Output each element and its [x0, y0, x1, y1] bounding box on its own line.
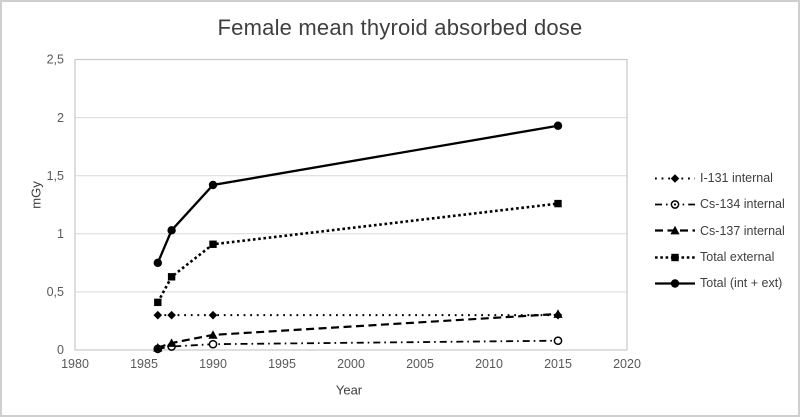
legend-item-cs-134-internal: Cs-134 internal — [654, 191, 785, 217]
x-tick-label: 2010 — [475, 357, 503, 371]
marker-total-int-ext — [553, 121, 563, 130]
marker-i-131-internal — [208, 310, 218, 320]
marker-cs-137-internal — [167, 338, 177, 347]
legend-label: Total external — [700, 250, 775, 265]
x-tick-label: 2005 — [406, 357, 434, 371]
legend: I-131 internal Cs-134 internal Cs-137 inte… — [654, 165, 785, 296]
plot-border — [74, 58, 628, 351]
marker-total-int-ext — [153, 258, 162, 268]
series-line-cs-134-internal — [157, 339, 559, 350]
marker-total-int-ext — [167, 226, 176, 235]
marker-i-131-internal — [167, 310, 176, 320]
x-tick-label: 1985 — [130, 357, 158, 371]
legend-marker-total-external-icon — [655, 253, 695, 261]
series-line-total-int-ext — [156, 124, 559, 264]
chart-title: Female mean thyroid absorbed dose — [217, 15, 583, 40]
series-line-cs-137-internal — [157, 312, 559, 349]
legend-item-total-external: Total external — [654, 244, 785, 270]
marker-total-external — [209, 240, 217, 248]
marker-cs-134-internal — [553, 336, 563, 346]
x-tick-label: 1980 — [61, 357, 89, 371]
legend-label: Cs-137 internal — [700, 223, 785, 238]
legend-label: Cs-134 internal — [700, 197, 785, 212]
x-tick-label: 1990 — [199, 357, 227, 371]
legend-marker-sample-dot — [673, 203, 677, 206]
legend-item-total-int-ext: Total (int + ext) — [654, 270, 785, 296]
legend-item-cs-137-internal: Cs-137 internal — [654, 218, 785, 244]
marker-cs-137-internal — [208, 330, 218, 339]
marker-cs-134-internal — [208, 339, 218, 349]
legend-marker-i-131-internal-icon — [655, 173, 695, 183]
legend-marker-cs-137-internal-icon — [655, 226, 695, 235]
legend-item-i-131-internal: I-131 internal — [654, 165, 785, 191]
y-tick-label: 0 — [57, 343, 64, 357]
legend-marker-cs-134-internal-icon — [655, 200, 695, 209]
y-axis-label: mGy — [28, 181, 44, 209]
y-tick-label: 2,5 — [47, 53, 64, 67]
y-tick-label: 2 — [57, 111, 64, 125]
x-tick-label: 1995 — [268, 357, 296, 371]
legend-marker-sample — [670, 173, 680, 183]
x-tick-label: 2000 — [337, 357, 365, 371]
x-tick-label: 2020 — [613, 357, 641, 371]
y-tick-label: 1,5 — [47, 169, 64, 183]
series-line-total-external — [156, 202, 559, 303]
legend-marker-sample — [671, 253, 679, 261]
x-tick-label: 2015 — [544, 357, 572, 371]
y-tick-label: 0,5 — [47, 285, 64, 299]
marker-total-external — [167, 273, 176, 281]
legend-label: Total (int + ext) — [700, 276, 783, 291]
marker-total-external — [554, 199, 562, 208]
marker-cs-137-internal — [153, 342, 163, 352]
legend-marker-sample — [670, 226, 680, 235]
legend-marker-sample — [670, 279, 680, 288]
x-axis-label: Year — [335, 382, 363, 398]
marker-total-external — [154, 298, 162, 307]
legend-marker-total-int-ext-icon — [655, 279, 695, 288]
marker-i-131-internal — [153, 310, 163, 320]
marker-total-int-ext — [208, 180, 218, 190]
marker-cs-137-internal — [553, 309, 563, 318]
legend-label: I-131 internal — [700, 171, 773, 186]
y-tick-label: 1 — [57, 227, 64, 241]
